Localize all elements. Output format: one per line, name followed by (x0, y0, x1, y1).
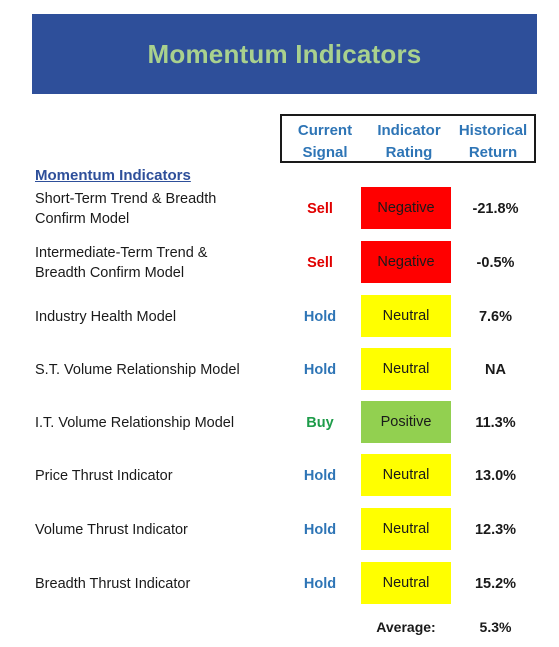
header-historical-return-line1: Historical (458, 122, 528, 139)
indicator-rating-cell: Neutral (361, 295, 451, 337)
header-historical-return-line2: Return (468, 144, 518, 161)
current-signal: Hold (303, 309, 337, 325)
indicator-name: Industry Health Model (35, 295, 270, 339)
indicator-name-line: I.T. Volume Relationship Model (35, 415, 235, 431)
indicator-name-line: Short-Term Trend & Breadth (35, 191, 217, 207)
historical-return: NA (485, 362, 506, 378)
indicator-name-line: Intermediate-Term Trend & (35, 245, 208, 261)
table-row: I.T. Volume Relationship Model Buy Positiv… (0, 401, 559, 445)
indicator-rating-cell: Positive (361, 401, 451, 443)
current-signal: Hold (303, 576, 337, 592)
column-header-box: Current Signal Indicator Rating Historic… (280, 114, 536, 163)
table-row: S.T. Volume Relationship Model Hold Neutra… (0, 348, 559, 392)
indicator-name-line: Price Thrust Indicator (35, 468, 173, 484)
average-value: 5.3% (479, 619, 512, 635)
header-indicator-rating-line1: Indicator (377, 122, 441, 139)
header-current-signal-line2: Signal (302, 144, 348, 161)
indicator-name: Volume Thrust Indicator (35, 508, 270, 552)
table-row: Industry Health Model Hold Neutral 7.6% (0, 295, 559, 339)
average-label: Average: (376, 619, 436, 635)
current-signal: Hold (303, 468, 337, 484)
header-indicator-rating: Indicator Rating (366, 120, 452, 164)
current-signal: Sell (307, 201, 333, 217)
indicator-rating-cell: Neutral (361, 348, 451, 390)
historical-return: -21.8% (472, 201, 519, 217)
historical-return: 7.6% (478, 309, 513, 325)
header-current-signal-line1: Current (297, 122, 353, 139)
indicator-rating-cell: Neutral (361, 454, 451, 496)
table-row: Intermediate-Term Trend & Breadth Confirm… (0, 241, 559, 285)
section-title: Momentum Indicators (35, 167, 191, 184)
indicator-rating-cell: Neutral (361, 562, 451, 604)
indicator-name: S.T. Volume Relationship Model (35, 348, 270, 392)
indicator-name: Breadth Thrust Indicator (35, 562, 270, 606)
indicator-name-line: Breadth Confirm Model (35, 265, 185, 281)
historical-return: 11.3% (475, 415, 516, 431)
indicator-name: Short-Term Trend & Breadth Confirm Model (35, 187, 270, 231)
indicator-name: Price Thrust Indicator (35, 454, 270, 498)
table-row: Price Thrust Indicator Hold Neutral 13.0% (0, 454, 559, 498)
page-title: Momentum Indicators (147, 38, 422, 69)
indicator-name-line: Confirm Model (35, 211, 130, 227)
indicator-rating-cell: Negative (361, 241, 451, 283)
indicator-name-line: S.T. Volume Relationship Model (35, 362, 240, 378)
indicator-name: Intermediate-Term Trend & Breadth Confirm… (35, 241, 270, 285)
indicator-name-line: Breadth Thrust Indicator (35, 576, 191, 592)
header-current-signal: Current Signal (282, 120, 368, 164)
table-row: Volume Thrust Indicator Hold Neutral 12.3% (0, 508, 559, 552)
header-indicator-rating-line2: Rating (385, 144, 433, 161)
historical-return: 13.0% (474, 468, 517, 484)
current-signal: Buy (306, 415, 334, 431)
table-row: Breadth Thrust Indicator Hold Neutral 15.2% (0, 562, 559, 606)
current-signal: Sell (307, 255, 333, 271)
indicator-rating-cell: Neutral (361, 508, 451, 550)
title-banner: Momentum Indicators (32, 14, 537, 94)
current-signal: Hold (303, 522, 337, 538)
indicator-name: I.T. Volume Relationship Model (35, 401, 270, 445)
indicator-name-line: Volume Thrust Indicator (35, 522, 188, 538)
table-row: Short-Term Trend & Breadth Confirm Model S… (0, 187, 559, 231)
indicator-name-line: Industry Health Model (35, 309, 177, 325)
indicator-rating-cell: Negative (361, 187, 451, 229)
current-signal: Hold (303, 362, 337, 378)
historical-return: -0.5% (476, 255, 515, 271)
historical-return: 15.2% (474, 576, 517, 592)
header-historical-return: Historical Return (450, 120, 536, 164)
historical-return: 12.3% (474, 522, 517, 538)
